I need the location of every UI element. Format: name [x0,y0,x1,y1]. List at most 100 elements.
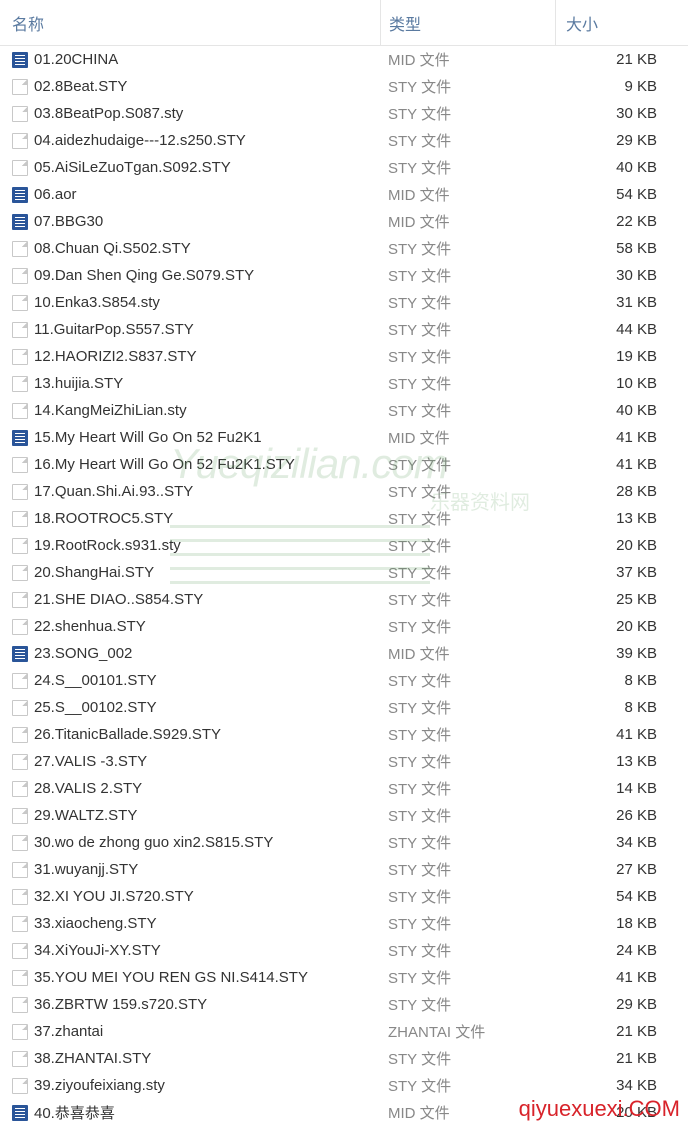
file-name-label: 31.wuyanjj.STY [34,861,138,878]
file-type-cell: ZHANTAI 文件 [380,1021,555,1042]
file-row[interactable]: 13.huijia.STYSTY 文件10 KB [0,370,688,397]
file-type-cell: STY 文件 [380,967,555,988]
file-type-cell: STY 文件 [380,157,555,178]
sty-file-icon [12,1078,28,1094]
file-row[interactable]: 15.My Heart Will Go On 52 Fu2K1MID 文件41 … [0,424,688,451]
file-type-cell: STY 文件 [380,508,555,529]
file-name-cell: 07.BBG30 [0,213,380,230]
file-row[interactable]: 21.SHE DIAO..S854.STYSTY 文件25 KB [0,586,688,613]
sty-file-icon [12,1024,28,1040]
file-row[interactable]: 22.shenhua.STYSTY 文件20 KB [0,613,688,640]
file-row[interactable]: 25.S__00102.STYSTY 文件8 KB [0,694,688,721]
file-row[interactable]: 30.wo de zhong guo xin2.S815.STYSTY 文件34… [0,829,688,856]
file-row[interactable]: 26.TitanicBallade.S929.STYSTY 文件41 KB [0,721,688,748]
file-name-cell: 02.8Beat.STY [0,78,380,95]
file-row[interactable]: 28.VALIS 2.STYSTY 文件14 KB [0,775,688,802]
file-row[interactable]: 36.ZBRTW 159.s720.STYSTY 文件29 KB [0,991,688,1018]
file-row[interactable]: 12.HAORIZI2.S837.STYSTY 文件19 KB [0,343,688,370]
file-type-cell: STY 文件 [380,292,555,313]
file-type-cell: STY 文件 [380,805,555,826]
sty-file-icon [12,295,28,311]
file-name-cell: 06.aor [0,186,380,203]
file-row[interactable]: 07.BBG30MID 文件22 KB [0,208,688,235]
file-name-label: 02.8Beat.STY [34,78,127,95]
file-size-cell: 40 KB [555,402,675,419]
file-name-label: 11.GuitarPop.S557.STY [34,321,194,338]
file-name-label: 20.ShangHai.STY [34,564,154,581]
file-row[interactable]: 04.aidezhudaige---12.s250.STYSTY 文件29 KB [0,127,688,154]
file-row[interactable]: 31.wuyanjj.STYSTY 文件27 KB [0,856,688,883]
file-name-label: 17.Quan.Shi.Ai.93..STY [34,483,193,500]
sty-file-icon [12,754,28,770]
file-size-cell: 26 KB [555,807,675,824]
file-row[interactable]: 03.8BeatPop.S087.stySTY 文件30 KB [0,100,688,127]
file-type-cell: STY 文件 [380,616,555,637]
file-row[interactable]: 06.aorMID 文件54 KB [0,181,688,208]
file-row[interactable]: 24.S__00101.STYSTY 文件8 KB [0,667,688,694]
sty-file-icon [12,403,28,419]
file-row[interactable]: 17.Quan.Shi.Ai.93..STYSTY 文件28 KB [0,478,688,505]
file-name-label: 26.TitanicBallade.S929.STY [34,726,221,743]
file-row[interactable]: 37.zhantaiZHANTAI 文件21 KB [0,1018,688,1045]
file-size-cell: 21 KB [555,1023,675,1040]
file-row[interactable]: 19.RootRock.s931.stySTY 文件20 KB [0,532,688,559]
file-row[interactable]: 02.8Beat.STYSTY 文件9 KB [0,73,688,100]
file-row[interactable]: 14.KangMeiZhiLian.stySTY 文件40 KB [0,397,688,424]
file-name-label: 24.S__00101.STY [34,672,157,689]
file-row[interactable]: 10.Enka3.S854.stySTY 文件31 KB [0,289,688,316]
file-row[interactable]: 05.AiSiLeZuoTgan.S092.STYSTY 文件40 KB [0,154,688,181]
file-name-label: 13.huijia.STY [34,375,123,392]
sty-file-icon [12,376,28,392]
file-row[interactable]: 08.Chuan Qi.S502.STY STY 文件58 KB [0,235,688,262]
file-row[interactable]: 01.20CHINAMID 文件21 KB [0,46,688,73]
file-size-cell: 19 KB [555,348,675,365]
file-name-cell: 15.My Heart Will Go On 52 Fu2K1 [0,429,380,446]
sty-file-icon [12,565,28,581]
file-type-cell: STY 文件 [380,130,555,151]
file-row[interactable]: 40.恭喜恭喜MID 文件20 KB [0,1099,688,1126]
file-size-cell: 37 KB [555,564,675,581]
sty-file-icon [12,700,28,716]
file-row[interactable]: 39.ziyoufeixiang.stySTY 文件34 KB [0,1072,688,1099]
file-size-cell: 10 KB [555,375,675,392]
file-type-cell: STY 文件 [380,238,555,259]
file-name-label: 12.HAORIZI2.S837.STY [34,348,197,365]
file-row[interactable]: 33.xiaocheng.STYSTY 文件18 KB [0,910,688,937]
file-type-cell: STY 文件 [380,670,555,691]
file-name-label: 08.Chuan Qi.S502.STY [34,240,191,257]
file-row[interactable]: 32.XI YOU JI.S720.STYSTY 文件54 KB [0,883,688,910]
file-size-cell: 58 KB [555,240,675,257]
file-row[interactable]: 29.WALTZ.STYSTY 文件26 KB [0,802,688,829]
sty-file-icon [12,592,28,608]
file-type-cell: STY 文件 [380,454,555,475]
file-name-cell: 04.aidezhudaige---12.s250.STY [0,132,380,149]
file-size-cell: 44 KB [555,321,675,338]
file-type-cell: STY 文件 [380,832,555,853]
file-name-cell: 21.SHE DIAO..S854.STY [0,591,380,608]
file-row[interactable]: 16.My Heart Will Go On 52 Fu2K1.STYSTY 文… [0,451,688,478]
file-name-label: 27.VALIS -3.STY [34,753,147,770]
file-name-label: 39.ziyoufeixiang.sty [34,1077,165,1094]
file-size-cell: 41 KB [555,429,675,446]
file-row[interactable]: 23.SONG_002MID 文件39 KB [0,640,688,667]
file-row[interactable]: 11.GuitarPop.S557.STYSTY 文件44 KB [0,316,688,343]
file-name-cell: 35.YOU MEI YOU REN GS NI.S414.STY [0,969,380,986]
column-header-type[interactable]: 类型 [380,0,555,45]
column-header-name[interactable]: 名称 [0,11,380,35]
file-name-label: 30.wo de zhong guo xin2.S815.STY [34,834,273,851]
file-row[interactable]: 38.ZHANTAI.STYSTY 文件21 KB [0,1045,688,1072]
file-list: 01.20CHINAMID 文件21 KB02.8Beat.STYSTY 文件9… [0,46,688,1126]
column-header-size[interactable]: 大小 [555,0,675,45]
file-row[interactable]: 35.YOU MEI YOU REN GS NI.S414.STYSTY 文件4… [0,964,688,991]
file-row[interactable]: 27.VALIS -3.STYSTY 文件13 KB [0,748,688,775]
file-row[interactable]: 18.ROOTROC5.STYSTY 文件13 KB [0,505,688,532]
file-row[interactable]: 09.Dan Shen Qing Ge.S079.STYSTY 文件30 KB [0,262,688,289]
file-row[interactable]: 34.XiYouJi-XY.STYSTY 文件24 KB [0,937,688,964]
file-name-cell: 11.GuitarPop.S557.STY [0,321,380,338]
file-row[interactable]: 20.ShangHai.STYSTY 文件37 KB [0,559,688,586]
file-type-cell: STY 文件 [380,1048,555,1069]
mid-file-icon [12,187,28,203]
sty-file-icon [12,781,28,797]
file-name-cell: 05.AiSiLeZuoTgan.S092.STY [0,159,380,176]
mid-file-icon [12,646,28,662]
